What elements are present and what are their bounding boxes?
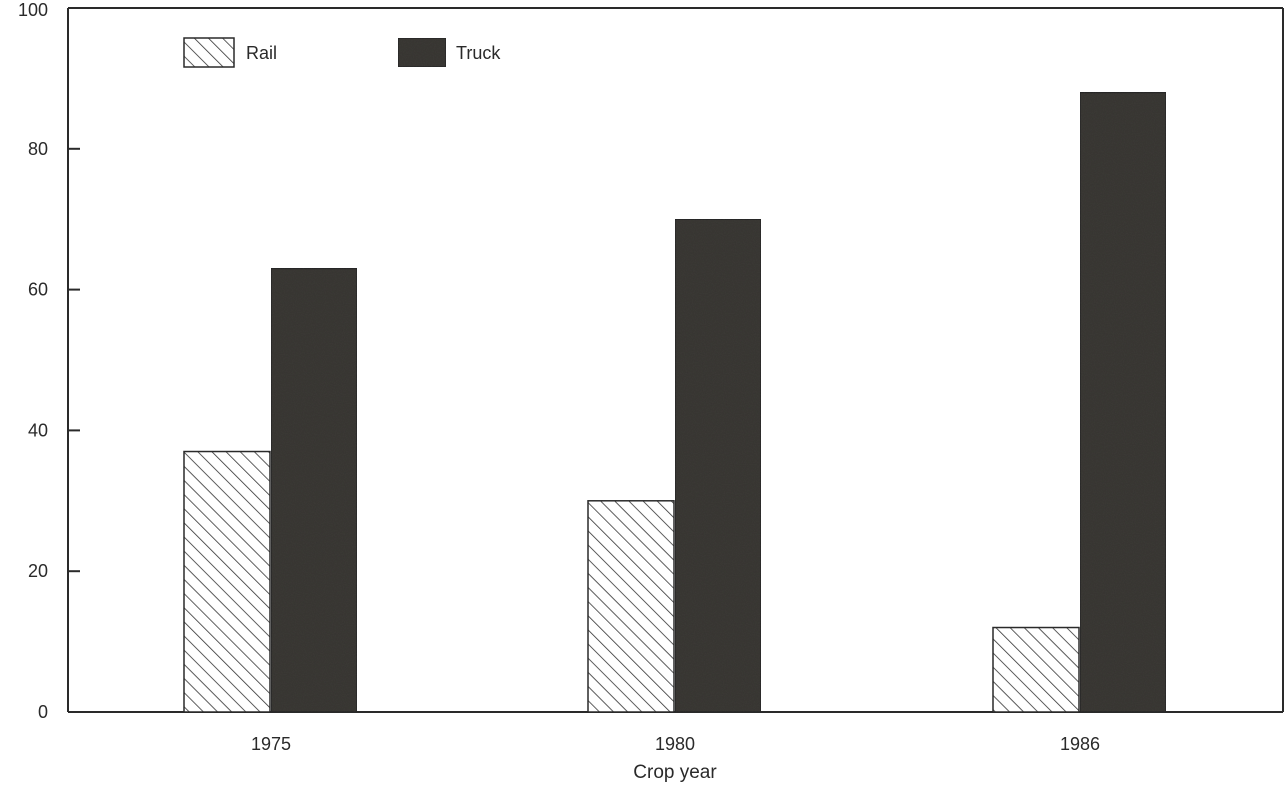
y-tick-label: 0 [38, 702, 48, 722]
bar-rail-1980 [587, 500, 675, 713]
legend-swatch-rail [183, 37, 235, 68]
legend-swatch-truck [397, 37, 447, 68]
y-tick-label: 60 [28, 280, 48, 300]
x-tick-label: 1975 [251, 734, 291, 754]
legend: Rail Truck [183, 37, 501, 68]
x-axis-title: Crop year [633, 762, 717, 783]
x-axis-ticks: 1975 1980 1986 [251, 734, 1100, 754]
y-tick-label: 80 [28, 139, 48, 159]
bar-truck-1975 [270, 267, 358, 713]
y-tick-label: 40 [28, 420, 48, 440]
bar-truck-1980 [674, 218, 762, 713]
bar-truck-1986 [1079, 91, 1167, 713]
bars-group [183, 91, 1167, 713]
legend-label-rail: Rail [246, 43, 277, 63]
y-tick-label: 20 [28, 561, 48, 581]
x-tick-label: 1980 [655, 734, 695, 754]
legend-label-truck: Truck [456, 43, 501, 63]
y-axis-ticks: 0 20 40 60 80 100 [18, 0, 80, 722]
bar-rail-1986 [992, 626, 1080, 713]
x-tick-label: 1986 [1060, 734, 1100, 754]
y-tick-label: 100 [18, 0, 48, 20]
bar-rail-1975 [183, 450, 271, 713]
